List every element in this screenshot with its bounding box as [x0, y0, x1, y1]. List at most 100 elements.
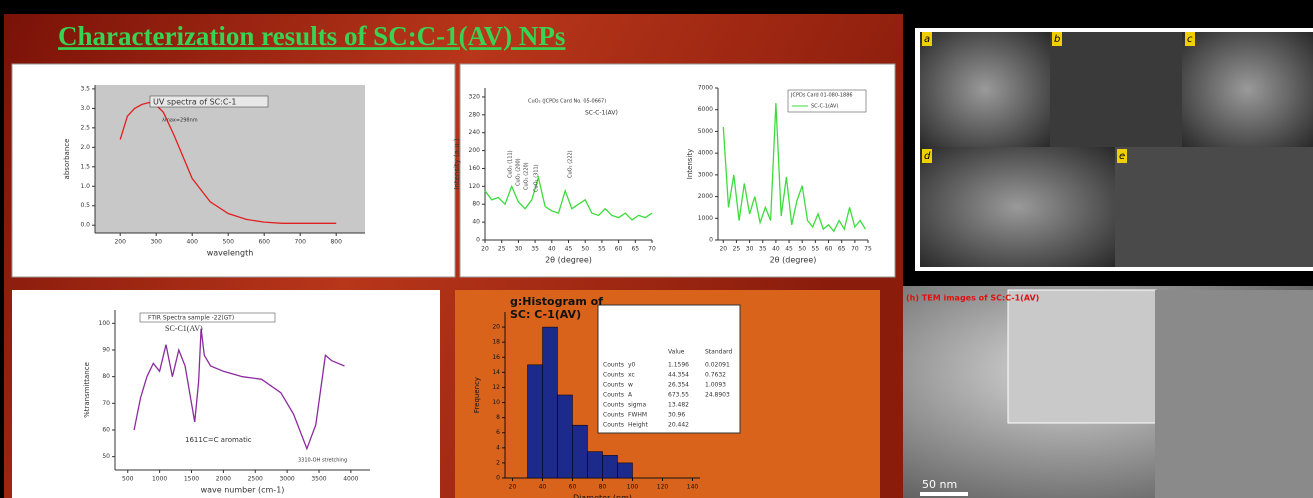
y-tick-label: 3.0: [80, 105, 90, 112]
y-tick-label: 80: [102, 373, 110, 380]
bar: [573, 425, 588, 478]
x-tick-label: 500: [222, 239, 234, 246]
y-tick-label: 40: [472, 219, 480, 226]
x-tick-label: 40: [539, 484, 547, 491]
y-tick-label: 2.5: [80, 124, 90, 131]
y-tick-label: 120: [469, 183, 481, 190]
table-cell: 1.0093: [705, 382, 726, 389]
table-cell: Counts: [603, 412, 624, 419]
x-tick-label: 65: [838, 246, 846, 253]
table-cell: 24.8903: [705, 392, 730, 399]
y-tick-label: 280: [469, 111, 481, 118]
panel-label: a: [924, 34, 930, 45]
table-cell: 20.442: [668, 422, 689, 429]
y-tick-label: 0.5: [80, 202, 90, 209]
x-tick-label: 55: [812, 246, 820, 253]
panel-label: c: [1187, 34, 1193, 45]
x-tick-label: 60: [825, 246, 833, 253]
table-cell: 0.02091: [705, 362, 730, 369]
y-tick-label: 16: [492, 354, 500, 361]
y-axis-label: %transmittance: [83, 362, 91, 418]
chart-subtitle: SC-C1(AV): [165, 324, 203, 333]
x-tick-label: 1500: [184, 476, 199, 483]
x-tick-label: 700: [294, 239, 306, 246]
x-tick-label: 140: [687, 484, 699, 491]
x-tick-label: 120: [657, 484, 669, 491]
y-tick-label: 20: [492, 324, 500, 331]
x-axis-label: 2θ (degree): [770, 256, 817, 265]
table-header: Value: [668, 349, 685, 356]
sem-image: [1182, 32, 1313, 147]
x-tick-label: 3500: [311, 476, 326, 483]
y-tick-label: 7000: [698, 85, 713, 92]
chart-title: g:Histogram of: [510, 295, 603, 308]
sem-image: [1115, 147, 1313, 267]
y-tick-label: 80: [472, 201, 480, 208]
table-cell: 44.354: [668, 372, 689, 379]
x-tick-label: 600: [258, 239, 270, 246]
x-axis-label: 2θ (degree): [545, 256, 592, 265]
y-tick-label: 6: [496, 429, 500, 436]
sem-image: [920, 32, 1050, 147]
x-tick-label: 70: [648, 246, 656, 253]
annotation: 1611C=C aromatic: [185, 436, 252, 444]
y-tick-label: 18: [492, 339, 500, 346]
x-tick-label: 50: [798, 246, 806, 253]
legend-entry: SC-C-1(AV): [811, 104, 838, 110]
y-tick-label: 0: [496, 475, 500, 482]
x-tick-label: 20: [481, 246, 489, 253]
x-tick-label: 500: [122, 476, 134, 483]
chart-title: UV spectra of SC:C-1: [153, 98, 236, 107]
table-cell: sigma: [628, 402, 646, 409]
x-tick-label: 25: [733, 246, 741, 253]
y-tick-label: 2000: [698, 193, 713, 200]
x-tick-label: 55: [598, 246, 606, 253]
peak-label: CuO₂ (111): [508, 150, 514, 178]
x-tick-label: 200: [114, 239, 126, 246]
bar: [603, 455, 618, 478]
y-tick-label: 6000: [698, 106, 713, 113]
legend-title: JCPDs Card 01-080-1886: [790, 93, 853, 99]
x-tick-label: 2000: [216, 476, 231, 483]
y-axis-label: Intensity (a.u.): [453, 138, 461, 190]
panel-label: d: [924, 151, 931, 162]
annotation: 3310-OH stretching: [298, 458, 347, 464]
x-axis-label: wave number (cm-1): [201, 486, 285, 495]
x-tick-label: 40: [548, 246, 556, 253]
y-tick-label: 2: [496, 459, 500, 466]
peak-label: CuO₂ (200): [516, 158, 522, 186]
x-tick-label: 50: [581, 246, 589, 253]
table-cell: y0: [628, 362, 636, 369]
y-axis-label: absorbance: [63, 139, 71, 180]
x-tick-label: 3000: [279, 476, 294, 483]
sem-image: [920, 147, 1115, 267]
y-tick-label: 0: [709, 237, 713, 244]
bar: [618, 463, 633, 478]
table-cell: Counts: [603, 422, 624, 429]
x-tick-label: 400: [186, 239, 198, 246]
y-tick-label: 3000: [698, 171, 713, 178]
slide: Characterization results of SC:C-1(AV) N…: [0, 0, 1313, 498]
table-cell: Counts: [603, 372, 624, 379]
y-tick-label: 14: [492, 369, 500, 376]
y-tick-label: 200: [469, 147, 481, 154]
bar: [588, 452, 603, 478]
tem-caption: (h) TEM images of SC:C-1(AV): [906, 294, 1039, 303]
x-tick-label: 60: [569, 484, 577, 491]
y-tick-label: 10: [492, 399, 500, 406]
y-tick-label: 0.0: [80, 222, 90, 229]
x-tick-label: 40: [772, 246, 780, 253]
y-tick-label: 60: [102, 427, 110, 434]
y-tick-label: 2.0: [80, 144, 90, 151]
peak-label: CuO₂ (222): [568, 150, 574, 178]
x-tick-label: 60: [615, 246, 623, 253]
y-tick-label: 4000: [698, 150, 713, 157]
y-tick-label: 320: [469, 93, 481, 100]
x-tick-label: 30: [746, 246, 754, 253]
tem-image: [1155, 290, 1313, 498]
x-tick-label: 800: [330, 239, 342, 246]
x-tick-label: 1000: [152, 476, 167, 483]
y-tick-label: 12: [492, 384, 500, 391]
table-cell: Counts: [603, 392, 624, 399]
y-tick-label: 90: [102, 347, 110, 354]
